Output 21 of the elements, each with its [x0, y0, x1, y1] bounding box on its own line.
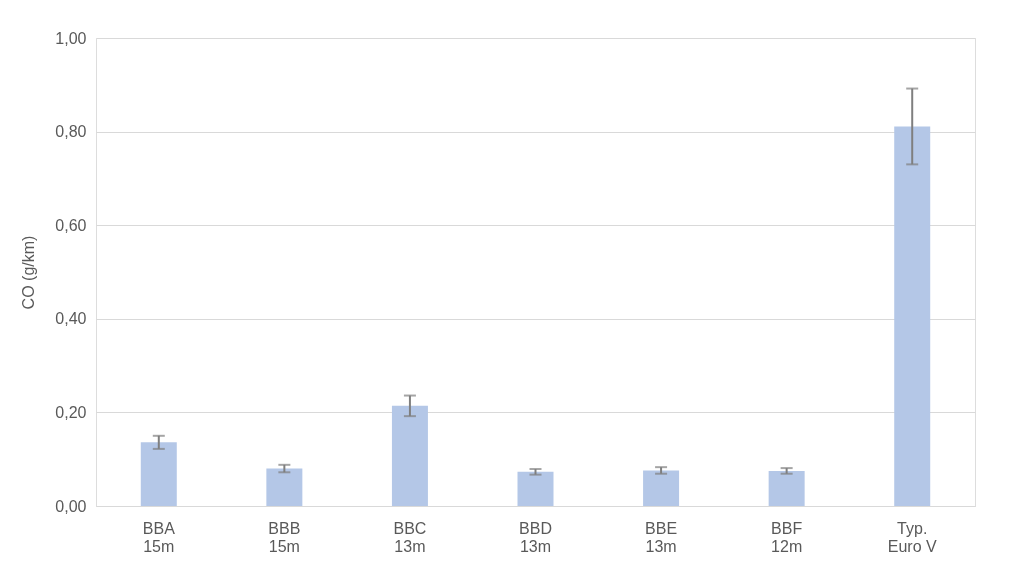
bar: [140, 442, 177, 506]
y-tick-label: 0,80: [55, 123, 87, 141]
x-tick-label: BBD 13m: [519, 519, 552, 555]
bar: [643, 470, 680, 506]
x-tick-label: Typ. Euro V: [887, 519, 937, 555]
y-tick-label: 1,00: [55, 29, 87, 47]
x-tick-label: BBE 13m: [645, 519, 678, 555]
bar: [768, 470, 805, 506]
y-tick-label: 0,20: [55, 403, 87, 421]
y-tick-label: 0,60: [55, 216, 87, 234]
x-tick-label: BBB 15m: [268, 519, 301, 555]
x-tick-label: BBF 12m: [771, 519, 803, 555]
y-tick-label: 0,40: [55, 310, 87, 328]
y-tick-label: 0,00: [55, 497, 87, 515]
bar: [517, 471, 554, 506]
y-axis-title: CO (g/km): [20, 235, 38, 310]
bar: [391, 405, 428, 506]
x-tick-label: BBC 13m: [393, 519, 427, 555]
x-tick-label: BBA 15m: [142, 519, 176, 555]
bar: [266, 468, 303, 506]
bar: [894, 126, 931, 506]
